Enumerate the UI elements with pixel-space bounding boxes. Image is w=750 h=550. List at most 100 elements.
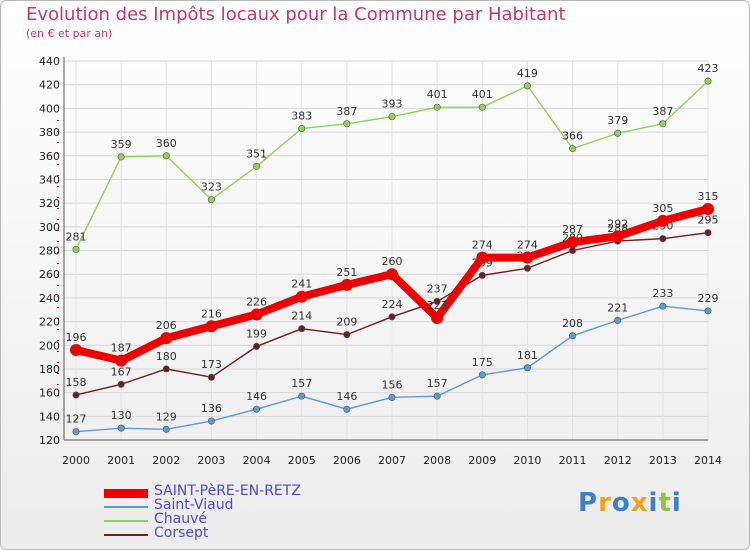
data-point: [160, 332, 173, 345]
data-point: [253, 342, 261, 350]
data-label: 224: [382, 298, 403, 311]
data-point: [253, 405, 261, 413]
data-point: [433, 392, 441, 400]
data-point: [431, 312, 444, 325]
data-point: [659, 235, 667, 243]
data-label: 274: [517, 239, 538, 252]
y-tick-label: 320: [39, 197, 60, 210]
data-label: 366: [562, 130, 583, 143]
data-label: 127: [66, 413, 87, 426]
logo-letter: x: [630, 488, 649, 518]
data-label: 233: [652, 287, 673, 300]
data-point: [207, 417, 215, 425]
logo-letter: o: [611, 488, 631, 518]
data-point: [704, 307, 712, 315]
y-tick-label: 380: [39, 126, 60, 139]
data-point: [298, 325, 306, 333]
logo-letter: t: [658, 488, 672, 518]
data-label: 360: [156, 137, 177, 150]
data-point: [250, 308, 263, 321]
legend-label: Saint-Viaud: [154, 497, 234, 513]
data-label: 196: [66, 331, 87, 344]
data-label: 156: [382, 378, 403, 391]
data-point: [162, 365, 170, 373]
y-tick-label: 420: [39, 79, 60, 92]
data-label: 237: [427, 282, 448, 295]
data-point: [386, 268, 398, 281]
x-tick-label: 2010: [513, 454, 541, 467]
x-tick-label: 2003: [197, 454, 225, 467]
y-tick-label: 440: [39, 55, 60, 68]
data-point: [433, 103, 441, 111]
x-tick-label: 2000: [62, 454, 90, 467]
data-label: 208: [562, 317, 583, 330]
y-tick-label: 220: [39, 316, 60, 329]
data-label: 305: [652, 202, 673, 215]
data-point: [566, 236, 579, 249]
data-point: [611, 230, 624, 243]
data-label: 292: [607, 217, 628, 230]
data-point: [162, 152, 170, 160]
data-label: 419: [517, 67, 538, 80]
data-point: [117, 380, 125, 388]
y-tick-label: 300: [39, 221, 60, 234]
data-point: [253, 162, 261, 170]
data-point: [569, 247, 577, 255]
data-point: [704, 77, 712, 85]
data-point: [72, 245, 80, 253]
data-point: [388, 313, 396, 321]
legend-label: SAINT-PèRE-EN-RETZ: [154, 483, 301, 499]
data-label: 180: [156, 350, 177, 363]
legend-label: Corsept: [154, 525, 209, 541]
data-point: [523, 82, 531, 90]
logo-letter: r: [598, 488, 612, 518]
data-point: [388, 393, 396, 401]
x-tick-label: 2007: [378, 454, 406, 467]
data-point: [521, 251, 534, 264]
data-label: 315: [698, 190, 719, 203]
y-tick-label: 180: [39, 363, 60, 376]
y-tick-label: 260: [39, 268, 60, 281]
legend-swatch: [104, 488, 148, 498]
data-point: [340, 278, 353, 291]
y-tick-label: 280: [39, 245, 60, 258]
data-point: [569, 332, 577, 340]
data-point: [72, 428, 80, 436]
x-tick-label: 2004: [243, 454, 271, 467]
data-label: 423: [698, 62, 719, 75]
data-label: 387: [336, 105, 357, 118]
data-label: 359: [111, 138, 132, 151]
chart-title: Evolution des Impôts locaux pour la Comm…: [26, 4, 566, 25]
data-label: 146: [336, 390, 357, 403]
data-point: [614, 129, 622, 137]
data-label: 158: [66, 376, 87, 389]
data-label: 130: [111, 409, 132, 422]
data-label: 260: [382, 255, 403, 268]
data-label: 287: [562, 223, 583, 236]
data-label: 401: [472, 88, 493, 101]
x-tick-label: 2011: [559, 454, 587, 467]
data-point: [569, 145, 577, 153]
legend-swatch: [104, 534, 148, 536]
data-label: 209: [336, 316, 357, 329]
data-point: [478, 103, 486, 111]
data-label: 214: [291, 310, 312, 323]
data-label: 393: [382, 98, 403, 111]
x-tick-label: 2001: [107, 454, 135, 467]
data-point: [117, 153, 125, 161]
data-point: [702, 203, 714, 216]
data-label: 157: [427, 377, 448, 390]
data-label: 401: [427, 88, 448, 101]
data-label: 229: [698, 292, 719, 305]
x-tick-label: 2005: [288, 454, 316, 467]
data-label: 175: [472, 356, 493, 369]
y-tick-label: 160: [39, 387, 60, 400]
data-label: 226: [246, 295, 267, 308]
y-tick-label: 240: [39, 292, 60, 305]
data-label: 274: [472, 239, 493, 252]
y-tick-label: 400: [39, 102, 60, 115]
data-point: [523, 264, 531, 272]
data-label: 187: [111, 342, 132, 355]
x-tick-label: 2012: [604, 454, 632, 467]
data-label: 129: [156, 410, 177, 423]
